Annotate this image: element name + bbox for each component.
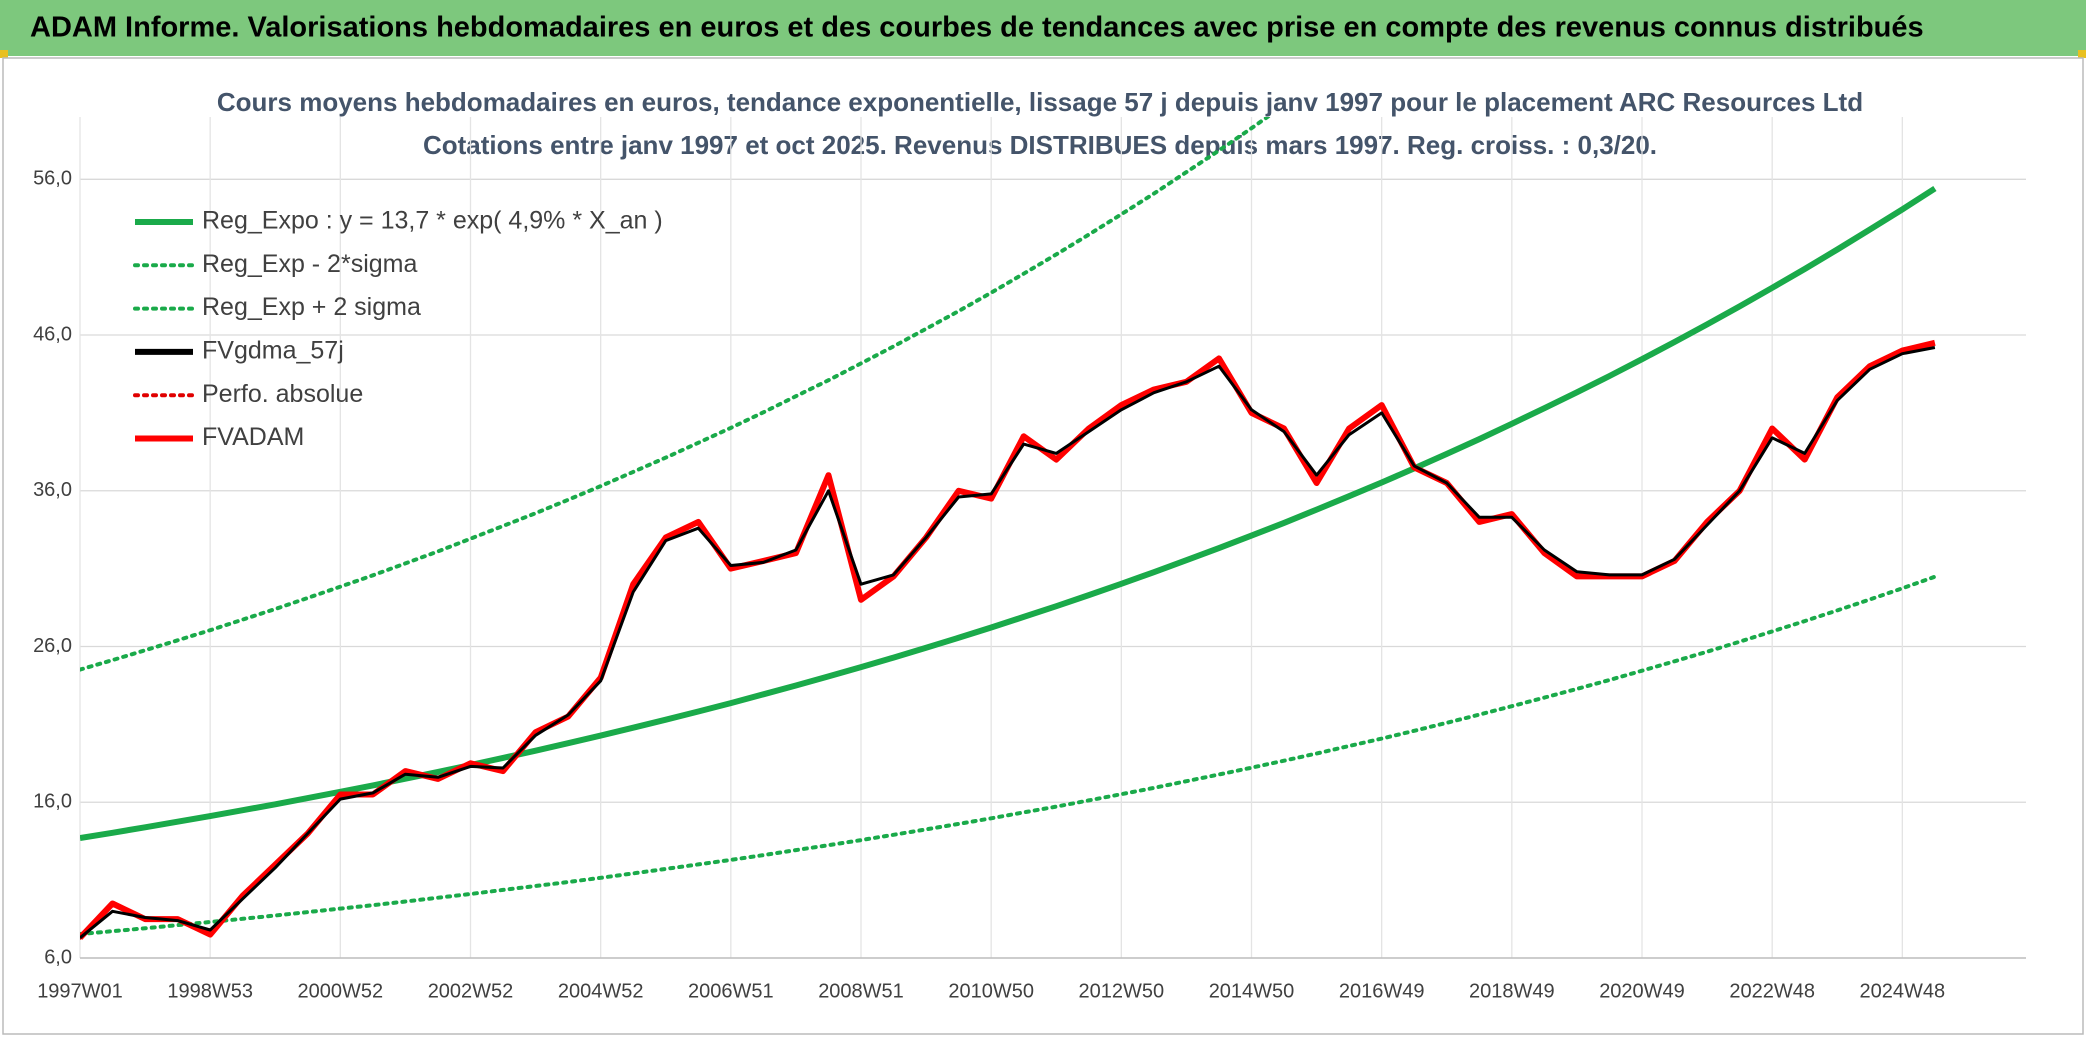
legend: Reg_Expo : y = 13,7 * exp( 4,9% * X_an )… [133, 207, 663, 451]
x-tick-label: 2020W49 [1599, 980, 1685, 1002]
y-tick-label: 56,0 [33, 168, 72, 190]
title-bar [0, 0, 2086, 56]
x-tick-label: 2000W52 [298, 980, 384, 1002]
x-tick-label: 2002W52 [428, 980, 514, 1002]
plot [80, 117, 1937, 940]
y-tick-label: 26,0 [33, 635, 72, 657]
chart-frame [2, 57, 2084, 1035]
series-line [80, 346, 1936, 939]
series-line [80, 574, 1937, 936]
x-tick-label: 2010W50 [948, 980, 1034, 1002]
legend-label: Reg_Exp + 2 sigma [202, 293, 421, 321]
legend-label: FVgdma_57j [202, 337, 344, 365]
x-tick-label: 2018W49 [1469, 980, 1555, 1002]
legend-label: Perfo. absolue [202, 380, 363, 408]
x-tick-label: 2004W52 [558, 980, 644, 1002]
page-title: ADAM Informe. Valorisations hebdomadaire… [30, 12, 1924, 44]
x-tick-label: 1997W01 [37, 980, 123, 1002]
x-tick-label: 2024W48 [1860, 980, 1946, 1002]
x-tick-label: 2008W51 [818, 980, 904, 1002]
chart-subtitle: Cotations entre janv 1997 et oct 2025. R… [423, 130, 1657, 160]
chart-title: Cours moyens hebdomadaires en euros, ten… [217, 87, 1863, 117]
legend-label: Reg_Expo : y = 13,7 * exp( 4,9% * X_an ) [202, 207, 663, 235]
x-tick-label: 2022W48 [1729, 980, 1815, 1002]
y-tick-label: 36,0 [33, 479, 72, 501]
y-tick-label: 6,0 [44, 946, 72, 968]
corner [0, 50, 8, 58]
legend-label: Reg_Exp - 2*sigma [202, 250, 417, 278]
grid: 6,0 16,0 26,0 36,0 46,0 56,0 1997W01 1998W53 200… [33, 117, 2026, 1002]
x-tick-label: 2006W51 [688, 980, 774, 1002]
series-line [80, 117, 1271, 672]
corner [2078, 50, 2086, 58]
legend-label: FVADAM [202, 423, 304, 451]
y-tick-label: 16,0 [33, 791, 72, 813]
x-tick-label: 2012W50 [1079, 980, 1165, 1002]
x-tick-label: 1998W53 [167, 980, 253, 1002]
x-tick-label: 2016W49 [1339, 980, 1425, 1002]
y-tick-label: 46,0 [33, 323, 72, 345]
x-tick-label: 2014W50 [1209, 980, 1295, 1002]
